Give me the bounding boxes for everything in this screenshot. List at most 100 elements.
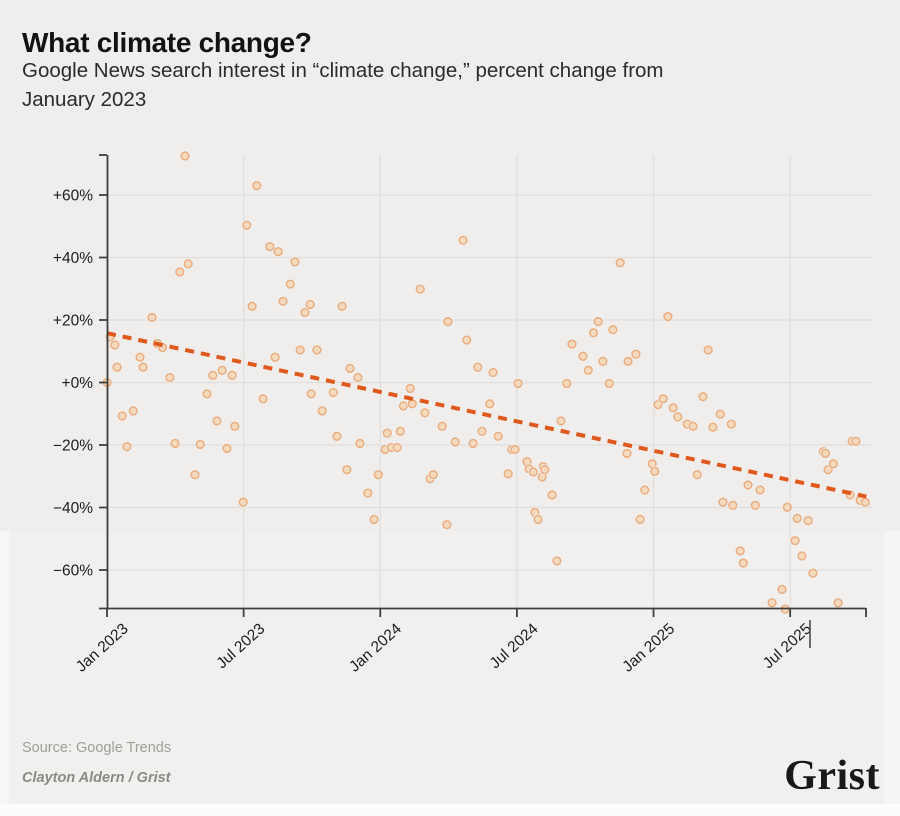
data-point	[692, 470, 702, 480]
data-point	[623, 356, 633, 366]
data-point	[165, 372, 175, 383]
data-point	[698, 391, 708, 402]
data-point	[562, 378, 572, 389]
data-point	[488, 367, 498, 378]
data-point	[608, 325, 618, 335]
y-tick-label: +0%	[62, 375, 94, 392]
data-point	[640, 485, 650, 495]
data-point	[337, 301, 347, 311]
data-point	[230, 421, 240, 431]
data-point	[808, 568, 818, 578]
data-point	[635, 514, 645, 525]
background-seam-right	[884, 531, 900, 804]
data-point	[828, 459, 839, 469]
data-point	[583, 365, 593, 375]
source-note: Source: Google Trends	[22, 740, 172, 756]
data-point	[593, 316, 603, 327]
y-tick-label: +60%	[53, 188, 93, 205]
data-point	[395, 426, 405, 436]
x-tick-label: Jul 2024	[487, 620, 542, 672]
data-point	[458, 235, 468, 245]
data-point	[755, 485, 765, 495]
data-point	[658, 394, 668, 404]
data-point	[273, 246, 283, 257]
data-point	[407, 399, 417, 409]
x-tick-label: Jan 2023	[73, 620, 132, 675]
data-point	[317, 406, 327, 416]
x-tick-label: Jan 2025	[619, 620, 678, 675]
data-point	[767, 598, 777, 608]
data-point	[305, 299, 315, 310]
data-point	[183, 259, 193, 269]
data-point	[353, 372, 363, 383]
data-point	[578, 351, 588, 361]
data-point	[718, 497, 728, 507]
data-point	[306, 389, 316, 399]
data-point	[110, 340, 120, 350]
y-tick-label: −20%	[53, 438, 93, 455]
data-point	[242, 220, 252, 230]
data-point	[503, 469, 513, 479]
data-point	[598, 356, 608, 366]
data-point	[363, 488, 373, 498]
data-point	[135, 352, 145, 362]
data-point	[217, 365, 227, 375]
data-point	[202, 389, 212, 399]
chart-panel-background	[0, 0, 900, 531]
data-point	[450, 437, 460, 447]
data-point	[860, 497, 870, 507]
data-point	[703, 345, 713, 355]
data-point	[708, 422, 718, 432]
y-tick-label: +20%	[53, 313, 93, 330]
data-point	[270, 352, 280, 362]
data-point	[382, 428, 392, 438]
data-point	[540, 465, 550, 475]
data-point	[688, 421, 698, 431]
data-point	[443, 316, 453, 327]
data-point	[190, 470, 200, 480]
data-point	[792, 513, 802, 524]
data-point	[726, 419, 736, 429]
data-point	[405, 383, 415, 394]
data-point	[790, 535, 800, 546]
gridlines-vertical	[106, 155, 791, 608]
data-point	[212, 416, 222, 426]
chart-subtitle-line-2: January 2023	[22, 88, 147, 111]
data-point	[258, 394, 268, 404]
data-point	[265, 241, 275, 252]
data-point	[473, 362, 483, 372]
data-point	[567, 339, 577, 349]
data-point	[513, 378, 523, 389]
data-point	[528, 467, 538, 477]
y-tick-label: −40%	[53, 500, 93, 517]
data-point	[743, 480, 753, 490]
data-point	[673, 412, 683, 422]
data-point	[851, 436, 861, 446]
data-point	[782, 502, 792, 512]
trend-line	[106, 331, 867, 499]
data-point	[663, 311, 673, 322]
data-point	[477, 426, 487, 436]
data-point	[437, 421, 447, 431]
chart-subtitle: Google News search interest in “climate …	[22, 56, 852, 114]
data-point	[122, 441, 132, 452]
data-point	[285, 279, 295, 289]
data-point	[750, 500, 760, 510]
data-point	[180, 151, 190, 161]
data-point	[462, 335, 472, 345]
background-seam-left	[0, 531, 9, 804]
data-point	[615, 258, 625, 268]
data-point	[355, 438, 365, 449]
data-point	[777, 584, 787, 595]
data-point	[420, 408, 430, 418]
data-point	[227, 370, 237, 380]
data-point	[300, 307, 310, 318]
data-point	[493, 431, 503, 441]
x-tick-label: Jul 2023	[213, 620, 268, 672]
data-point	[547, 490, 557, 500]
data-point	[552, 556, 562, 566]
data-point	[117, 411, 127, 421]
data-point	[415, 284, 425, 294]
